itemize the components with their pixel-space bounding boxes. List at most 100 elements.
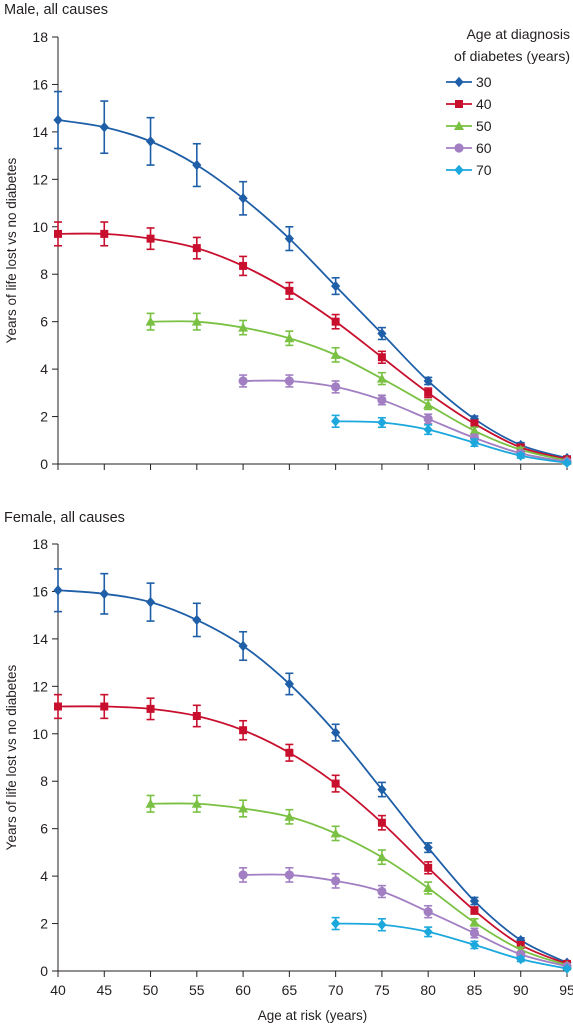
- data-point: [146, 234, 155, 243]
- data-point: [331, 317, 340, 326]
- legend-swatch-marker: [454, 76, 464, 88]
- legend-label: 60: [476, 140, 492, 156]
- data-point: [145, 798, 156, 808]
- y-tick-label: 16: [32, 76, 48, 92]
- series-50: [145, 794, 572, 970]
- data-point: [377, 818, 386, 827]
- data-point: [146, 704, 155, 713]
- data-point: [100, 229, 109, 238]
- data-point: [423, 375, 433, 387]
- legend-swatch-marker: [454, 164, 464, 176]
- data-point: [424, 388, 433, 397]
- data-point: [424, 863, 433, 872]
- data-point: [191, 798, 202, 808]
- data-point: [470, 906, 479, 915]
- y-tick-label: 6: [40, 314, 48, 330]
- legend: Age at diagnosis of diabetes (years) 30 40 5…: [446, 26, 570, 178]
- data-point: [470, 419, 479, 428]
- data-point: [469, 437, 480, 448]
- y-tick-label: 12: [32, 678, 48, 694]
- data-point: [145, 136, 156, 147]
- chart-panel-2: Female, all causes 0 2 4 6 8 10 12 14 16 18 40 45 50 5…: [4, 510, 573, 1023]
- x-tick-label: 75: [374, 982, 390, 998]
- data-point: [238, 640, 248, 652]
- legend-label: 70: [476, 162, 492, 178]
- data-point: [238, 870, 248, 880]
- series-60: [238, 867, 572, 971]
- data-point: [192, 244, 201, 253]
- y-tick-label: 4: [40, 868, 48, 884]
- x-tick-label: 60: [235, 982, 251, 998]
- data-point: [469, 895, 480, 907]
- data-point: [284, 233, 294, 244]
- data-point: [99, 588, 109, 600]
- data-point: [284, 333, 295, 343]
- series-line: [57, 705, 568, 965]
- data-point: [469, 425, 480, 435]
- legend-swatch-marker: [454, 121, 464, 130]
- data-point: [191, 316, 202, 326]
- series-line: [150, 320, 568, 462]
- y-axis-title: Years of life lost vs no diabetes: [4, 664, 19, 850]
- y-tick-label: 2: [40, 916, 48, 932]
- x-tick-label: 80: [420, 982, 436, 998]
- data-point: [238, 803, 249, 813]
- data-point: [516, 450, 526, 461]
- x-tick-label: 85: [467, 982, 483, 998]
- legend-label: 50: [476, 118, 492, 134]
- x-tick-label: 70: [328, 982, 344, 998]
- data-point: [285, 286, 294, 295]
- series-line: [57, 589, 568, 964]
- data-point: [377, 328, 387, 339]
- y-tick-label: 2: [40, 409, 48, 425]
- legend-label: 30: [476, 74, 492, 90]
- data-point: [377, 395, 387, 405]
- data-point: [562, 457, 572, 469]
- y-tick-label: 8: [40, 266, 48, 282]
- data-point: [100, 702, 109, 711]
- y-tick-label: 0: [40, 456, 48, 472]
- x-tick-label: 95: [559, 982, 573, 998]
- data-point: [423, 842, 433, 853]
- data-point: [284, 678, 294, 690]
- data-point: [423, 399, 434, 409]
- data-point: [377, 886, 387, 897]
- data-point: [54, 702, 62, 711]
- data-point: [377, 353, 386, 362]
- data-point: [376, 852, 387, 862]
- x-tick-label: 65: [282, 982, 298, 998]
- data-point: [377, 417, 387, 428]
- y-tick-label: 10: [32, 726, 48, 742]
- data-point: [285, 748, 294, 757]
- data-point: [238, 376, 248, 386]
- data-point: [562, 963, 572, 974]
- y-tick-label: 8: [40, 773, 48, 789]
- series-40: [54, 693, 571, 968]
- y-tick-label: 14: [32, 124, 48, 140]
- y-tick-label: 18: [32, 536, 48, 552]
- data-point: [145, 316, 156, 326]
- series-70: [331, 916, 572, 974]
- data-point: [53, 585, 63, 596]
- series-70: [331, 414, 572, 469]
- x-axis-title: Age at risk (years): [258, 1008, 368, 1023]
- legend-title: of diabetes (years): [454, 48, 570, 64]
- data-point: [192, 614, 202, 626]
- y-tick-label: 12: [32, 171, 48, 187]
- legend-label: 40: [476, 96, 492, 112]
- data-point: [53, 114, 63, 126]
- series-30: [53, 90, 572, 464]
- y-tick-label: 0: [40, 963, 48, 979]
- data-point: [145, 596, 156, 608]
- data-point: [239, 726, 248, 735]
- data-point: [423, 424, 433, 435]
- legend-swatch-marker: [455, 100, 463, 108]
- chart-panel-1: Male, all causes 0 2 4 6 8 10 12 14 16 18 Years of …: [4, 2, 572, 472]
- data-point: [377, 919, 387, 930]
- y-tick-label: 16: [32, 583, 48, 599]
- data-point: [516, 953, 526, 965]
- data-point: [423, 414, 433, 424]
- data-point: [331, 382, 341, 392]
- data-point: [377, 784, 387, 795]
- data-point: [331, 876, 341, 886]
